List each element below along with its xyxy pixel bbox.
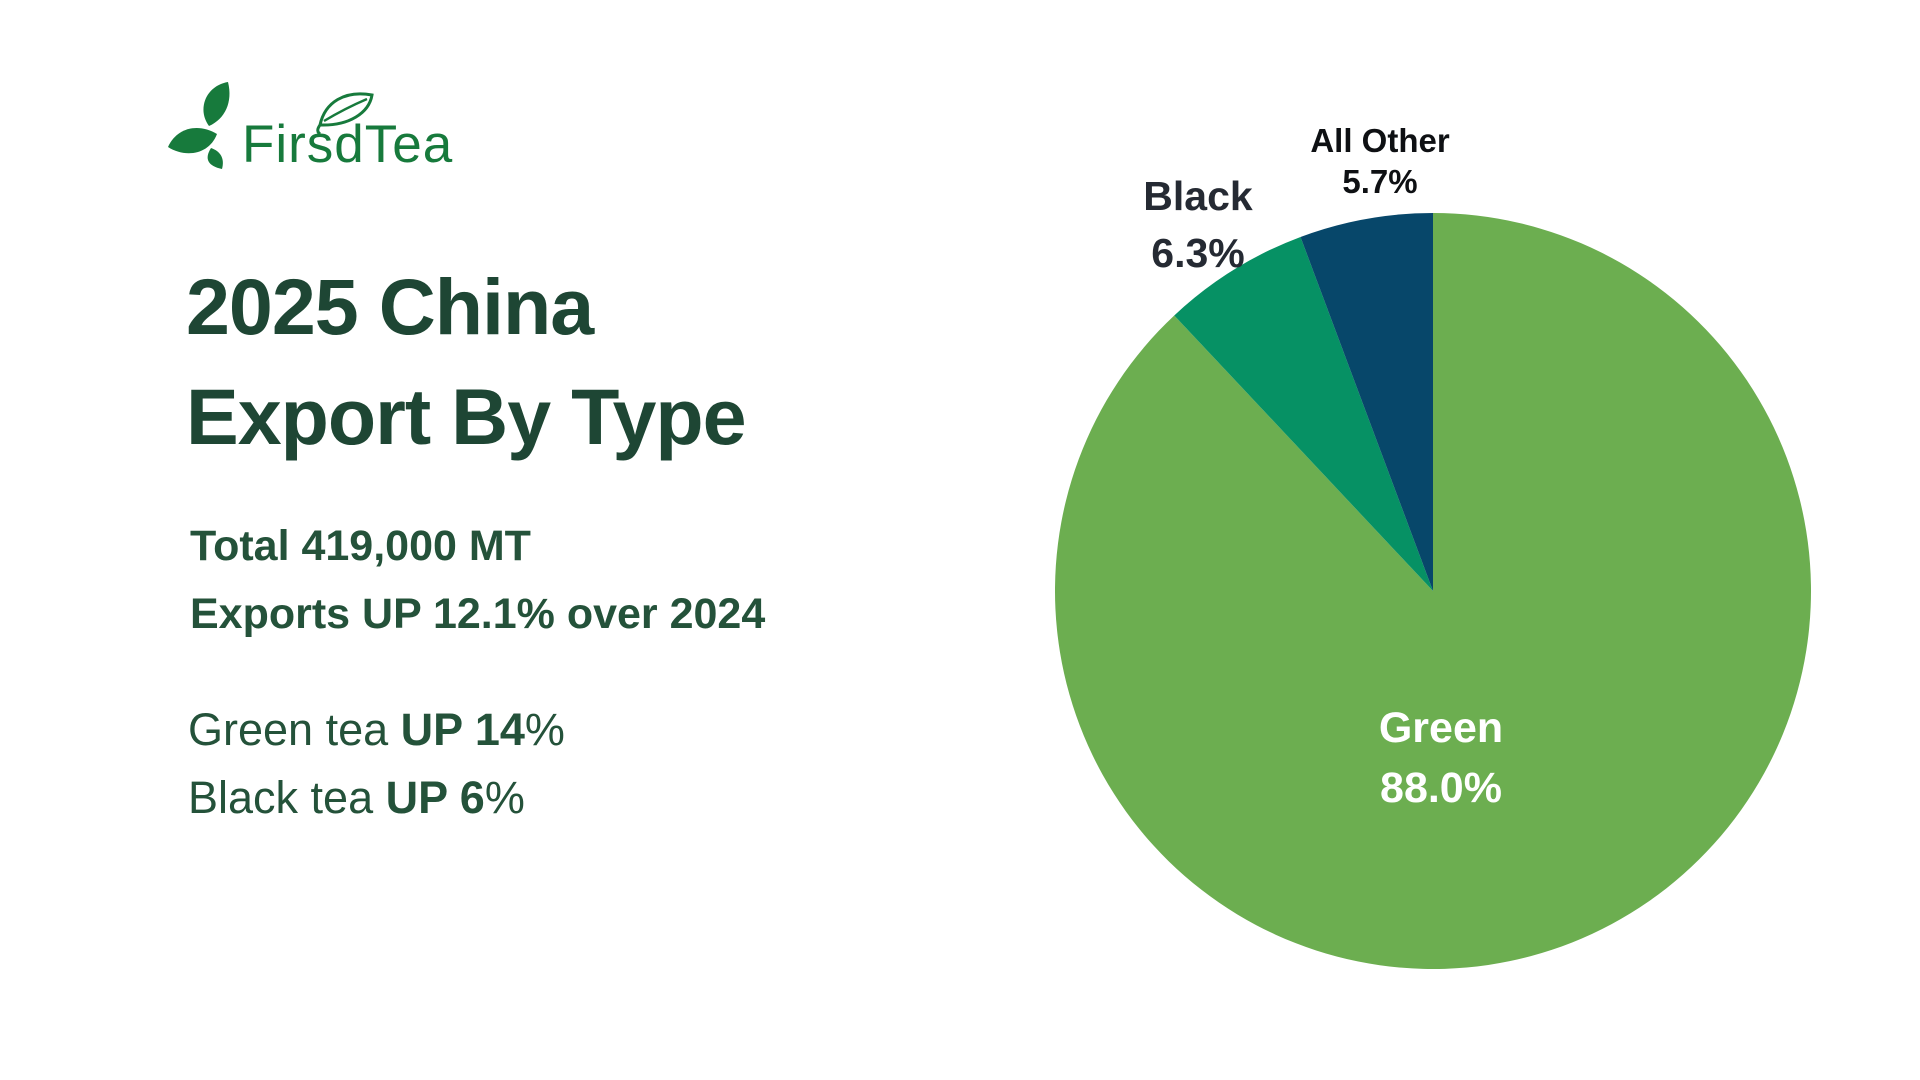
note-green-suffix: %: [524, 704, 565, 755]
leaf-icon: [316, 92, 374, 134]
slice-label-green: Green 88.0%: [1379, 698, 1503, 818]
leaf-cluster-icon: [168, 82, 230, 169]
note-black-prefix: Black tea: [188, 772, 386, 823]
note-black-bold: UP 6: [385, 772, 485, 823]
page-title: 2025 China Export By Type: [186, 252, 747, 472]
pie-slice-black: [1174, 236, 1433, 592]
slice-label-all-other-value: 5.7%: [1342, 163, 1418, 200]
pie-slice-green: [1055, 213, 1811, 969]
slice-label-green-value: 88.0%: [1380, 764, 1502, 812]
note-black-tea: Black tea UP 6%: [188, 764, 565, 832]
pie-chart: [1055, 213, 1811, 969]
pie-slice-all-other: [1300, 213, 1433, 591]
page-title-line2: Export By Type: [186, 372, 747, 461]
note-green-bold: UP 14: [400, 704, 525, 755]
stat-exports-up: Exports UP 12.1% over 2024: [190, 590, 766, 638]
slice-label-black-value: 6.3%: [1151, 230, 1245, 276]
stats-block: Total 419,000 MT Exports UP 12.1% over 2…: [190, 512, 765, 648]
slice-label-black-name: Black: [1143, 173, 1253, 219]
brand-name-part1: Firsd: [242, 115, 365, 174]
note-green-tea: Green tea UP 14%: [188, 696, 565, 764]
slice-label-all-other: All Other 5.7%: [1310, 120, 1449, 202]
page-title-line1: 2025 China: [186, 262, 594, 351]
slice-label-all-other-name: All Other: [1310, 122, 1450, 159]
notes-block: Green tea UP 14% Black tea UP 6%: [188, 696, 565, 832]
stat-total: Total 419,000 MT: [190, 522, 531, 570]
brand-name-part2: Tea: [364, 115, 454, 174]
brand-logo: FirsdTea: [165, 76, 645, 186]
slice-label-green-name: Green: [1378, 704, 1504, 752]
slice-label-black: Black 6.3%: [1143, 168, 1252, 282]
note-green-prefix: Green tea: [188, 704, 401, 755]
brand-name: FirsdTea: [242, 114, 453, 175]
note-black-suffix: %: [484, 772, 525, 823]
